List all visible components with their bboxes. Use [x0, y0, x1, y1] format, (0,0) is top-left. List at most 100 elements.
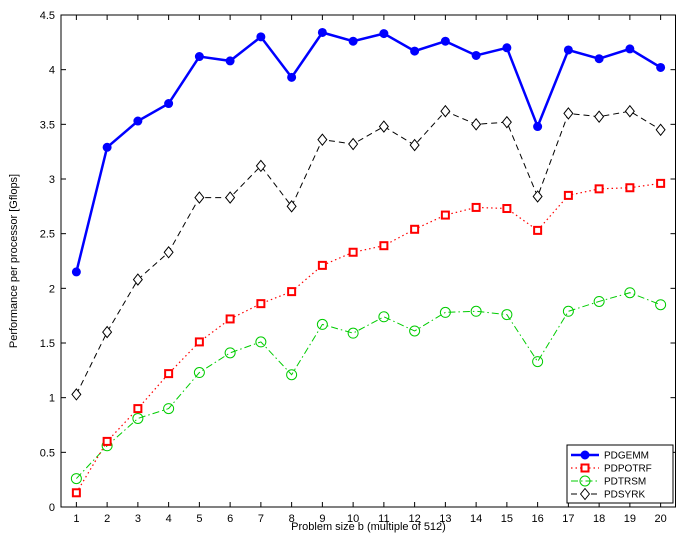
legend-label-pdtrsm: PDTRSM — [604, 477, 646, 488]
x-tick-label: 17 — [562, 513, 574, 525]
data-point-pdtrsm — [470, 305, 482, 317]
y-tick-label: 3.5 — [40, 119, 55, 131]
data-point-pdgemm — [102, 142, 112, 152]
legend-marker-pdpotrf — [580, 463, 590, 473]
data-point-pdtrsm — [532, 356, 544, 368]
x-tick-label: 11 — [378, 513, 389, 525]
series-line-pdtrsm — [76, 292, 661, 479]
series-line-pdgemm — [75, 31, 662, 273]
data-point-pdgemm — [194, 52, 204, 62]
data-point-pdgemm — [256, 32, 266, 42]
data-point-pdtrsm — [378, 311, 390, 323]
data-point-pdpotrf — [317, 260, 327, 270]
y-tick-label: 4.5 — [40, 10, 55, 22]
x-tick-label: 20 — [655, 513, 667, 525]
data-point-pdgemm — [594, 54, 604, 64]
series-line-pdpotrf — [75, 182, 661, 494]
x-tick-label: 6 — [227, 513, 233, 525]
data-point-pdgemm — [410, 46, 420, 56]
data-point-pdpotrf — [656, 178, 666, 188]
series-pdsyrk — [71, 104, 666, 401]
data-point-pdgemm — [317, 27, 327, 37]
y-tick-label: 1.5 — [40, 338, 55, 350]
data-point-pdpotrf — [440, 210, 450, 220]
data-point-pdtrsm — [439, 306, 451, 318]
data-point-pdgemm — [656, 62, 666, 72]
data-point-pdsyrk — [71, 388, 82, 401]
x-tick-label: 10 — [347, 513, 359, 525]
data-point-pdgemm — [502, 43, 512, 53]
x-tick-label: 5 — [196, 513, 202, 525]
data-point-pdtrsm — [316, 318, 328, 330]
data-point-pdgemm — [533, 122, 543, 132]
data-point-pdpotrf — [502, 204, 512, 214]
data-point-pdpotrf — [256, 299, 266, 309]
data-point-pdsyrk — [225, 191, 236, 204]
data-point-pdsyrk — [501, 115, 512, 129]
series-line-pdsyrk — [75, 110, 661, 395]
data-point-pdsyrk — [532, 190, 543, 203]
y-tick-label: 0 — [49, 502, 55, 514]
data-point-pdsyrk — [163, 245, 174, 259]
data-point-pdsyrk — [317, 133, 328, 146]
y-axis-label: Performance per processor [Gflops] — [8, 174, 20, 348]
y-tick-label: 3 — [49, 174, 55, 186]
y-tick-label: 0.5 — [40, 447, 55, 459]
data-point-pdpotrf — [287, 287, 297, 297]
x-tick-label: 13 — [439, 513, 451, 525]
data-point-pdsyrk — [624, 104, 635, 118]
data-point-pdgemm — [348, 36, 358, 46]
data-point-pdgemm — [471, 50, 481, 60]
data-point-pdsyrk — [594, 110, 605, 123]
x-tick-label: 8 — [289, 513, 295, 525]
data-point-pdsyrk — [471, 118, 482, 131]
data-point-pdsyrk — [378, 120, 389, 133]
legend-marker-pdtrsm — [579, 475, 591, 487]
legend-label-pdpotrf: PDPOTRF — [604, 464, 652, 475]
data-point-pdpotrf — [71, 488, 81, 498]
x-tick-label: 14 — [470, 513, 482, 525]
legend-label-pdgemm: PDGEMM — [604, 451, 649, 462]
legend-marker-pdsyrk — [579, 487, 591, 501]
series-pdpotrf — [71, 178, 666, 498]
data-point-pdtrsm — [286, 369, 298, 381]
x-tick-label: 15 — [501, 513, 513, 525]
y-tick-label: 1 — [49, 393, 55, 405]
data-point-pdgemm — [440, 36, 450, 46]
x-tick-label: 18 — [593, 513, 605, 525]
data-point-pdpotrf — [471, 202, 481, 212]
data-point-pdsyrk — [255, 159, 266, 173]
y-tick-label: 2 — [49, 283, 55, 295]
data-point-pdpotrf — [194, 337, 204, 347]
data-point-pdsyrk — [348, 137, 359, 151]
data-point-pdgemm — [287, 72, 297, 82]
data-point-pdtrsm — [163, 403, 175, 415]
data-point-pdsyrk — [194, 191, 205, 204]
data-point-pdgemm — [71, 267, 81, 277]
data-point-pdtrsm — [501, 309, 513, 321]
data-point-pdpotrf — [410, 224, 420, 234]
data-point-pdpotrf — [594, 184, 604, 194]
data-point-pdsyrk — [286, 200, 297, 213]
x-tick-label: 16 — [532, 513, 544, 525]
data-point-pdtrsm — [70, 473, 82, 485]
x-tick-label: 1 — [73, 513, 79, 525]
series-pdgemm — [71, 27, 666, 277]
data-point-pdpotrf — [563, 190, 573, 200]
data-point-pdpotrf — [625, 183, 635, 193]
data-point-pdsyrk — [409, 138, 420, 152]
data-point-pdsyrk — [563, 107, 574, 120]
data-point-pdpotrf — [348, 247, 358, 257]
legend: PDGEMM PDPOTRF PDTRSM PDSYRK — [566, 444, 674, 504]
data-point-pdgemm — [379, 29, 389, 39]
x-tick-label: 7 — [258, 513, 264, 525]
data-point-pdpotrf — [379, 241, 389, 251]
data-point-pdtrsm — [593, 295, 605, 307]
data-point-pdpotrf — [164, 369, 174, 379]
data-point-pdsyrk — [102, 325, 113, 339]
data-point-pdpotrf — [533, 225, 543, 235]
legend-marker-pdgemm — [580, 450, 590, 460]
data-point-pdtrsm — [562, 305, 574, 317]
x-tick-label: 2 — [104, 513, 110, 525]
